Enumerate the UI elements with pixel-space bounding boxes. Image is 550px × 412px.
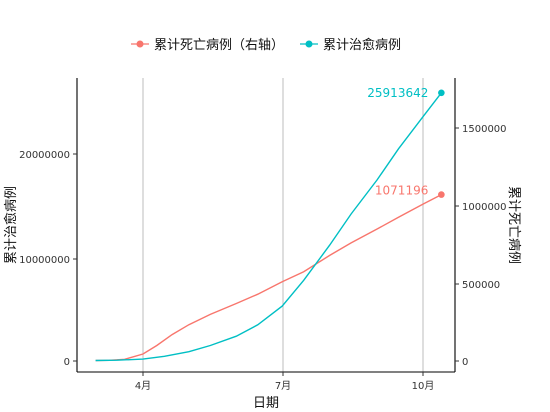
y-axis-right-title: 累计死亡病例 <box>506 186 521 264</box>
legend-item-deaths: 累计死亡病例（右轴） <box>131 38 284 53</box>
y-left-tick-label-2: 20000000 <box>19 150 70 161</box>
y-right-tick-label-3: 1500000 <box>462 124 507 135</box>
y-left-tick-label-1: 10000000 <box>19 255 70 266</box>
legend-label-deaths: 累计死亡病例（右轴） <box>154 38 284 53</box>
gridlines <box>142 78 424 372</box>
x-tick-label-2: 10月 <box>412 380 435 392</box>
series-end-label-deaths: 1071196 <box>375 184 428 198</box>
series-layer: 1071196 25913642 <box>95 86 445 362</box>
legend-swatch-recovered-dot <box>305 40 313 48</box>
x-tick-label-0: 4月 <box>135 380 151 392</box>
x-axis: 4月 7月 10月 <box>135 372 435 392</box>
y-left-tick-label-0: 0 <box>64 357 70 368</box>
y-right-tick-label-0: 0 <box>462 357 468 368</box>
legend-label-recovered: 累计治愈病例 <box>323 38 401 53</box>
y-right-tick-label-2: 1000000 <box>462 202 507 213</box>
series-line-deaths <box>95 193 442 362</box>
x-tick-label-1: 7月 <box>275 380 291 392</box>
series-end-point-recovered <box>438 89 445 97</box>
x-axis-title: 日期 <box>253 396 279 411</box>
y-right-tick-label-1: 500000 <box>462 280 500 291</box>
y-axis-left-title: 累计治愈病例 <box>4 186 19 264</box>
legend-swatch-deaths-dot <box>136 40 144 48</box>
y-axis-right: 0 500000 1000000 1500000 <box>455 124 507 368</box>
series-end-label-recovered: 25913642 <box>367 86 428 100</box>
series-end-point-deaths <box>438 191 445 198</box>
legend-item-recovered: 累计治愈病例 <box>300 38 401 53</box>
y-axis-left: 0 10000000 20000000 <box>19 150 77 368</box>
legend: 累计死亡病例（右轴） 累计治愈病例 <box>131 38 401 53</box>
series-line-recovered <box>95 92 442 362</box>
